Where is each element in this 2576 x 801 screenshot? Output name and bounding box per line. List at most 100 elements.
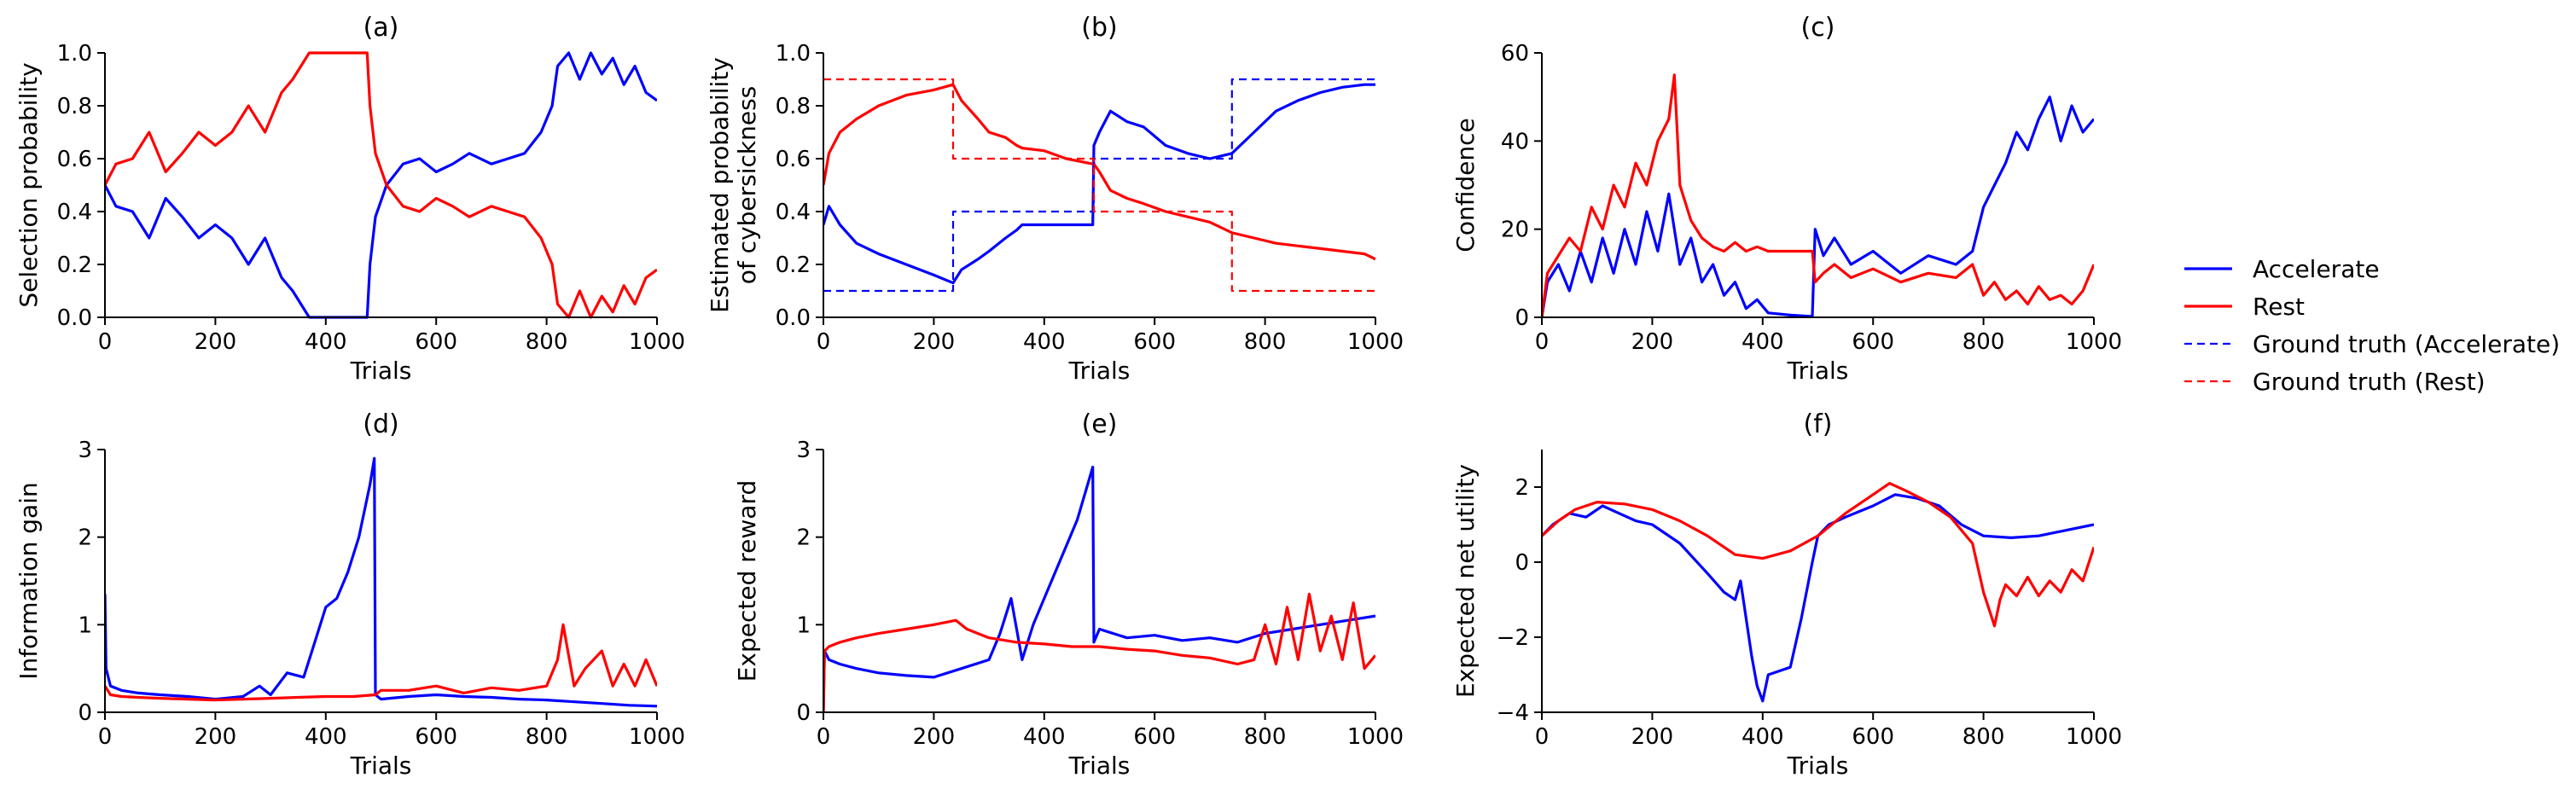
x-tick-label: 400 — [305, 724, 347, 750]
x-tick-label: 800 — [1963, 724, 2005, 750]
x-tick-label: 800 — [526, 329, 568, 355]
x-tick-label: 1000 — [1347, 724, 1404, 750]
chart-title: (c) — [1801, 13, 1835, 43]
y-tick-label: 2 — [78, 525, 92, 551]
x-tick-label: 200 — [195, 329, 237, 355]
x-tick-label: 200 — [913, 329, 956, 355]
y-axis-label: Information gain — [15, 482, 43, 679]
series-line-rest — [1542, 481, 2094, 628]
y-tick-label: 3 — [796, 438, 811, 463]
legend: Accelerate Rest Ground truth (Accelerate) G… — [2184, 255, 2560, 396]
series-group — [823, 78, 1375, 293]
y-tick-label: 1.0 — [776, 41, 811, 67]
x-tick-label: 1000 — [629, 329, 685, 355]
series-line-accelerate — [1542, 493, 2094, 703]
x-tick-label: 1000 — [2066, 329, 2122, 355]
legend-item: Rest — [2184, 293, 2305, 321]
x-tick-label: 0 — [98, 329, 113, 355]
x-tick-label: 600 — [415, 724, 457, 750]
x-tick-label: 0 — [1535, 724, 1550, 750]
x-tick-label: 800 — [1963, 329, 2005, 355]
series-line-rest — [105, 51, 657, 319]
y-tick-label: 3 — [78, 438, 92, 463]
chart-panels: 0 200 400 600 800 10000.00.20.40.60.81.0(a)Tr… — [15, 13, 2122, 780]
y-tick-label: 1 — [78, 612, 92, 638]
chart-title: (a) — [363, 13, 399, 43]
x-tick-label: 0 — [98, 724, 113, 750]
chart-panel-e: 0 200 400 600 800 1000 0 1 2 3 (e) Trials Expected r… — [733, 409, 1404, 780]
y-axis-label: Estimated probability — [706, 57, 734, 313]
chart-panel-f: 0 200 400 600 800 1000 −4 −2 0 2 (f) Trials Expected… — [1451, 409, 2122, 780]
legend-label: Rest — [2253, 293, 2305, 321]
y-tick-label: 0 — [1515, 305, 1529, 331]
legend-label: Ground truth (Accelerate) — [2253, 330, 2560, 358]
x-tick-label: 400 — [1742, 329, 1784, 355]
y-tick-label: 1.0 — [57, 41, 92, 67]
y-tick-label: 60 — [1501, 41, 1529, 67]
y-tick-label: 0.2 — [776, 252, 811, 278]
chart-panel-a: 0 200 400 600 800 1000 0.0 0.2 0.4 0.6 0.8 1.0 (a) Tr… — [15, 13, 685, 385]
x-tick-label: 200 — [1631, 724, 1674, 750]
chart-title: (f) — [1804, 409, 1833, 439]
chart-panel-d: 0 200 400 600 800 1000 0 1 2 3 (d) Trials Informatio… — [15, 409, 685, 780]
series-line-accelerate — [1542, 96, 2094, 318]
series-line-rest — [105, 623, 657, 702]
x-tick-label: 200 — [1631, 329, 1674, 355]
y-tick-label: 2 — [1515, 475, 1529, 501]
y-axis-label: Expected net utility — [1451, 464, 1480, 698]
series-line-accelerate — [105, 51, 657, 319]
y-tick-label: 0.2 — [57, 252, 92, 278]
x-tick-label: 800 — [526, 724, 568, 750]
x-tick-label: 400 — [305, 329, 347, 355]
x-tick-label: 0 — [1535, 329, 1550, 355]
y-tick-label: 1 — [796, 612, 811, 638]
y-tick-label: 2 — [796, 525, 811, 551]
y-axis-label: Confidence — [1451, 118, 1480, 252]
series-group — [105, 51, 657, 319]
y-tick-label: 0.8 — [776, 94, 811, 119]
y-tick-label: 0 — [796, 700, 811, 726]
y-tick-label: 40 — [1501, 129, 1529, 154]
x-axis-label: Trials — [1787, 357, 1849, 385]
y-tick-label: 0.6 — [57, 147, 92, 172]
x-tick-label: 1000 — [1347, 329, 1404, 355]
x-tick-label: 800 — [1244, 724, 1287, 750]
x-axis-label: Trials — [350, 357, 412, 385]
legend-item: Ground truth (Rest) — [2184, 368, 2486, 396]
chart-panel-b: 0 200 400 600 800 1000 0.0 0.2 0.4 0.6 0.8 1.0 (b) Tr… — [706, 13, 1404, 385]
y-tick-label: 0.0 — [776, 305, 811, 331]
y-tick-label: 0.0 — [57, 305, 92, 331]
x-axis-label: Trials — [1068, 357, 1131, 385]
series-group — [105, 456, 657, 708]
series-line-accelerate — [823, 465, 1375, 713]
series-group — [1542, 73, 2094, 318]
y-axis-label: Expected reward — [733, 480, 761, 682]
legend-label: Ground truth (Rest) — [2253, 368, 2486, 396]
x-tick-label: 1000 — [629, 724, 685, 750]
x-tick-label: 0 — [817, 724, 831, 750]
chart-title: (b) — [1081, 13, 1117, 43]
x-tick-label: 600 — [1133, 329, 1176, 355]
legend-label: Accelerate — [2253, 255, 2380, 283]
y-tick-label: 0.6 — [776, 147, 811, 172]
x-tick-label: 1000 — [2066, 724, 2122, 750]
series-line-ground-truth-rest — [823, 78, 1375, 293]
x-tick-label: 800 — [1244, 329, 1287, 355]
series-line-rest — [823, 83, 1375, 261]
legend-item: Ground truth (Accelerate) — [2184, 330, 2560, 358]
y-axis-label: Selection probability — [15, 62, 43, 307]
chart-panel-c: 0 200 400 600 800 1000 0 20 40 60 (c) Trials Confide… — [1451, 13, 2122, 385]
x-tick-label: 600 — [1852, 329, 1894, 355]
y-tick-label: 0 — [78, 700, 92, 726]
x-tick-label: 200 — [195, 724, 237, 750]
series-line-accelerate — [823, 83, 1375, 285]
y-tick-label: −2 — [1497, 625, 1529, 651]
series-group — [823, 465, 1375, 713]
series-line-rest — [1542, 73, 2094, 318]
y-tick-label: 0.4 — [776, 200, 811, 225]
series-line-accelerate — [105, 456, 657, 708]
x-tick-label: 600 — [1852, 724, 1894, 750]
x-axis-label: Trials — [1068, 752, 1131, 780]
chart-title: (d) — [363, 409, 398, 439]
